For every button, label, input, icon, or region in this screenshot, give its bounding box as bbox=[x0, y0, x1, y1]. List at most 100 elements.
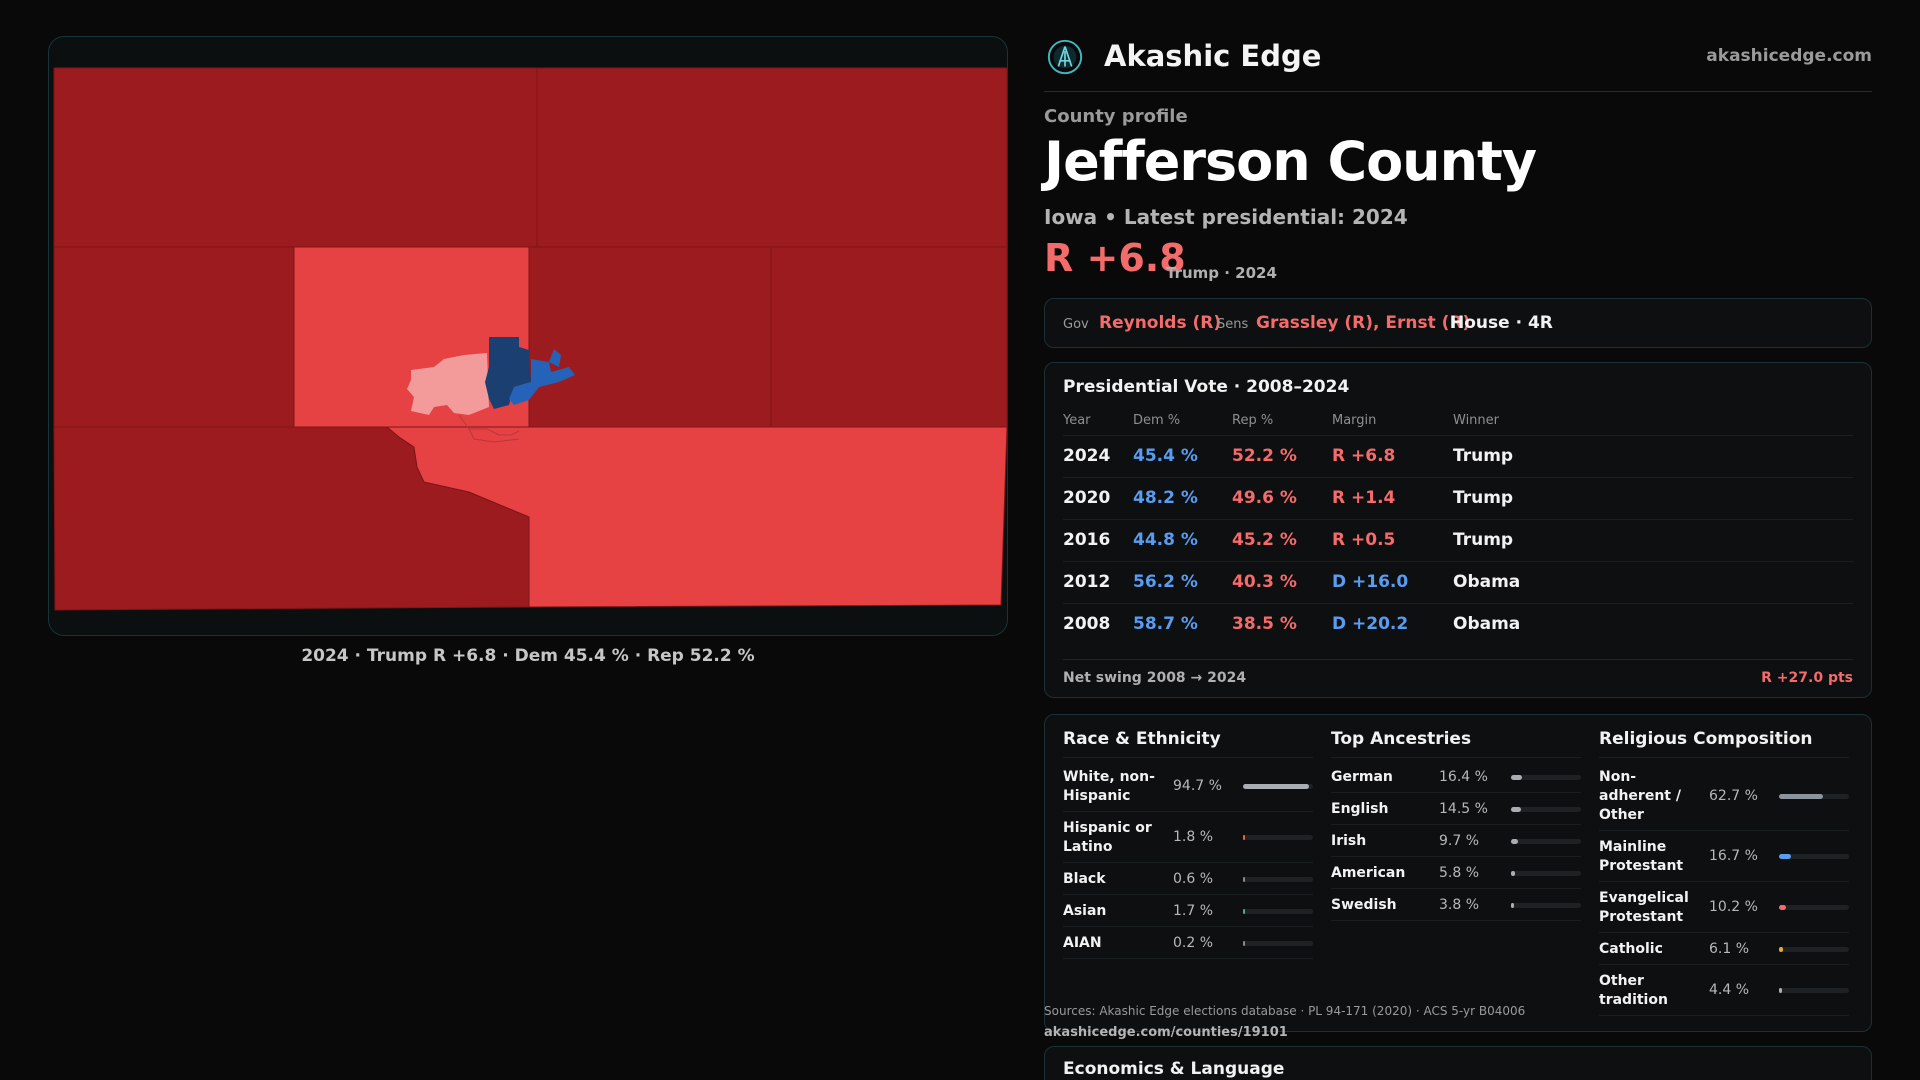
rep-cell: 52.2 % bbox=[1232, 446, 1297, 466]
col-header-margin: Margin bbox=[1332, 413, 1377, 428]
page-title: Jefferson County bbox=[1044, 130, 1537, 193]
item-label: Hispanic or Latino bbox=[1063, 819, 1152, 857]
item-percent: 10.2 % bbox=[1709, 899, 1758, 915]
item-percent: 62.7 % bbox=[1709, 788, 1758, 804]
item-label: White, non- Hispanic bbox=[1063, 768, 1155, 806]
brand-header: Akashic Edge akashicedge.com bbox=[1044, 34, 1872, 92]
county-map[interactable] bbox=[48, 36, 1008, 636]
list-item[interactable]: Hispanic or Latino 1.8 % bbox=[1063, 812, 1313, 863]
percent-bar-fill bbox=[1779, 854, 1791, 859]
percent-bar-fill bbox=[1779, 947, 1784, 952]
profile-label: County profile bbox=[1044, 106, 1188, 127]
item-percent: 4.4 % bbox=[1709, 982, 1750, 998]
race-ethnicity-section: Race & Ethnicity White, non- Hispanic 94.7… bbox=[1063, 715, 1313, 1015]
economics-card[interactable]: Economics & Language bbox=[1044, 1046, 1872, 1080]
table-row[interactable]: 2020 48.2 % 49.6 % R +1.4 Trump bbox=[1063, 477, 1853, 519]
list-item[interactable]: Asian 1.7 % bbox=[1063, 895, 1313, 927]
latest-margin: R +6.8 bbox=[1044, 236, 1186, 280]
rep-cell: 40.3 % bbox=[1232, 572, 1297, 592]
brand-url-link[interactable]: akashicedge.com bbox=[1706, 46, 1872, 66]
precinct-e[interactable] bbox=[770, 246, 1007, 428]
item-label: English bbox=[1331, 800, 1388, 819]
list-item[interactable]: Evangelical Protestant 10.2 % bbox=[1599, 882, 1849, 933]
col-header-year: Year bbox=[1063, 413, 1091, 428]
officials-bar: Gov Reynolds (R) Sens Grassley (R), Erns… bbox=[1044, 298, 1872, 348]
table-row[interactable]: 2012 56.2 % 40.3 % D +16.0 Obama bbox=[1063, 561, 1853, 603]
net-swing-row: Net swing 2008 → 2024 R +27.0 pts bbox=[1063, 659, 1853, 686]
percent-bar-fill bbox=[1511, 871, 1516, 876]
map-caption: 2024 · Trump R +6.8 · Dem 45.4 % · Rep 5… bbox=[301, 646, 755, 666]
list-item[interactable]: Other tradition 4.4 % bbox=[1599, 965, 1849, 1016]
margin-cell: D +16.0 bbox=[1332, 572, 1409, 592]
item-label-line: Black bbox=[1063, 871, 1106, 887]
percent-bar bbox=[1511, 839, 1581, 844]
year-cell: 2016 bbox=[1063, 530, 1111, 550]
item-percent: 16.7 % bbox=[1709, 848, 1758, 864]
akashic-logo-icon bbox=[1047, 39, 1083, 75]
percent-bar-fill bbox=[1243, 941, 1245, 946]
list-item[interactable]: Swedish 3.8 % bbox=[1331, 889, 1581, 921]
percent-bar-fill bbox=[1779, 988, 1783, 993]
percent-bar-fill bbox=[1779, 905, 1787, 910]
item-percent: 0.2 % bbox=[1173, 935, 1214, 951]
economics-title: Economics & Language bbox=[1063, 1059, 1285, 1079]
percent-bar bbox=[1511, 871, 1581, 876]
percent-bar bbox=[1511, 775, 1581, 780]
list-item[interactable]: Irish 9.7 % bbox=[1331, 825, 1581, 857]
winner-cell: Trump bbox=[1453, 530, 1514, 550]
demographics-card: Race & Ethnicity White, non- Hispanic 94.7… bbox=[1044, 714, 1872, 1032]
list-item[interactable]: American 5.8 % bbox=[1331, 857, 1581, 889]
county-subtitle: Iowa • Latest presidential: 2024 bbox=[1044, 205, 1408, 229]
percent-bar-fill bbox=[1243, 835, 1245, 840]
list-item[interactable]: German 16.4 % bbox=[1331, 761, 1581, 793]
percent-bar-fill bbox=[1511, 903, 1514, 908]
percent-bar bbox=[1511, 807, 1581, 812]
list-item[interactable]: White, non- Hispanic 94.7 % bbox=[1063, 761, 1313, 812]
table-row[interactable]: 2016 44.8 % 45.2 % R +0.5 Trump bbox=[1063, 519, 1853, 561]
item-label-line: White, non- bbox=[1063, 769, 1155, 785]
ancestry-title: Top Ancestries bbox=[1331, 729, 1472, 749]
source-url-link[interactable]: akashicedge.com/counties/19101 bbox=[1044, 1025, 1288, 1040]
precinct-s[interactable] bbox=[385, 426, 1007, 608]
list-item[interactable]: Catholic 6.1 % bbox=[1599, 933, 1849, 965]
precinct-fairfield-west[interactable] bbox=[407, 353, 489, 415]
margin-cell: D +20.2 bbox=[1332, 614, 1409, 634]
precinct-w[interactable] bbox=[53, 246, 295, 428]
item-label: Other tradition bbox=[1599, 972, 1668, 1010]
precinct-fairfield-core[interactable] bbox=[485, 337, 531, 409]
rep-cell: 49.6 % bbox=[1232, 488, 1297, 508]
precinct-fairfield-east[interactable] bbox=[509, 359, 575, 405]
rep-cell: 45.2 % bbox=[1232, 530, 1297, 550]
list-item[interactable]: Black 0.6 % bbox=[1063, 863, 1313, 895]
item-percent: 16.4 % bbox=[1439, 769, 1488, 785]
list-item[interactable]: Non-adherent / Other 62.7 % bbox=[1599, 761, 1849, 831]
table-row[interactable]: 2024 45.4 % 52.2 % R +6.8 Trump bbox=[1063, 435, 1853, 477]
item-label: Swedish bbox=[1331, 896, 1397, 915]
item-label-line: English bbox=[1331, 801, 1389, 817]
item-percent: 0.6 % bbox=[1173, 871, 1214, 887]
margin-cell: R +1.4 bbox=[1332, 488, 1396, 508]
brand-name: Akashic Edge bbox=[1104, 39, 1322, 73]
item-label-line: Mainline bbox=[1599, 839, 1667, 855]
net-swing-label: Net swing 2008 → 2024 bbox=[1063, 670, 1247, 686]
precinct-fairfield-tip[interactable] bbox=[549, 349, 561, 367]
table-row[interactable]: 2008 58.7 % 38.5 % D +20.2 Obama bbox=[1063, 603, 1853, 645]
winner-cell: Obama bbox=[1453, 572, 1521, 592]
precinct-ne[interactable] bbox=[536, 67, 1007, 248]
item-label-line: tradition bbox=[1599, 992, 1668, 1008]
winner-cell: Obama bbox=[1453, 614, 1521, 634]
item-label-line: AIAN bbox=[1063, 935, 1102, 951]
precinct-e-mid[interactable] bbox=[528, 246, 772, 428]
winner-cell: Trump bbox=[1453, 446, 1514, 466]
latest-margin-sub: Trump · 2024 bbox=[1166, 264, 1277, 282]
item-percent: 3.8 % bbox=[1439, 897, 1480, 913]
percent-bar-fill bbox=[1779, 794, 1823, 799]
item-label-line: Other bbox=[1599, 973, 1644, 989]
precinct-nw[interactable] bbox=[53, 67, 538, 248]
item-percent: 14.5 % bbox=[1439, 801, 1488, 817]
item-label-line: Irish bbox=[1331, 833, 1367, 849]
list-item[interactable]: Mainline Protestant 16.7 % bbox=[1599, 831, 1849, 882]
item-label: Evangelical Protestant bbox=[1599, 889, 1689, 927]
list-item[interactable]: AIAN 0.2 % bbox=[1063, 927, 1313, 959]
list-item[interactable]: English 14.5 % bbox=[1331, 793, 1581, 825]
